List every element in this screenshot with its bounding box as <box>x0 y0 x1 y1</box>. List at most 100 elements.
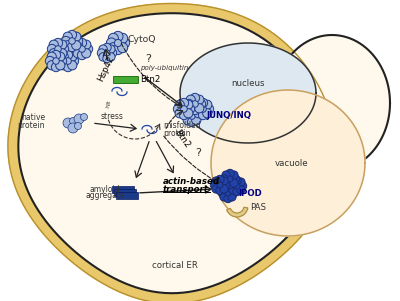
Circle shape <box>224 194 232 203</box>
Circle shape <box>230 179 238 187</box>
Circle shape <box>53 38 63 48</box>
Text: PAS: PAS <box>250 203 266 213</box>
Circle shape <box>194 109 203 118</box>
Circle shape <box>231 175 240 183</box>
Polygon shape <box>18 13 326 293</box>
Circle shape <box>59 61 68 70</box>
Circle shape <box>229 189 238 197</box>
Circle shape <box>220 177 228 185</box>
Circle shape <box>56 61 65 70</box>
Circle shape <box>229 186 237 194</box>
Circle shape <box>68 52 77 61</box>
Text: cortical ER: cortical ER <box>152 262 198 271</box>
Circle shape <box>63 32 72 41</box>
Text: ?: ? <box>145 54 151 64</box>
Text: protein: protein <box>163 129 190 138</box>
Circle shape <box>228 185 236 193</box>
Circle shape <box>238 182 247 190</box>
Polygon shape <box>274 35 390 171</box>
Circle shape <box>84 44 93 54</box>
Circle shape <box>63 50 73 60</box>
Circle shape <box>224 183 232 192</box>
Circle shape <box>51 50 61 60</box>
Circle shape <box>77 38 87 48</box>
Text: Btn2: Btn2 <box>172 128 192 150</box>
Text: actin-based: actin-based <box>163 176 220 185</box>
Circle shape <box>226 180 234 189</box>
Circle shape <box>220 193 228 201</box>
Circle shape <box>107 53 115 61</box>
Circle shape <box>222 179 230 187</box>
Circle shape <box>55 46 61 52</box>
Circle shape <box>74 123 82 129</box>
Circle shape <box>198 110 208 120</box>
Circle shape <box>216 186 224 195</box>
Circle shape <box>113 45 123 55</box>
Circle shape <box>220 185 228 193</box>
Text: IPOD: IPOD <box>238 188 262 197</box>
Circle shape <box>233 176 241 185</box>
Circle shape <box>194 111 203 121</box>
Circle shape <box>181 111 190 121</box>
Text: amyloid: amyloid <box>89 185 120 194</box>
Circle shape <box>106 38 116 48</box>
Circle shape <box>72 41 81 50</box>
Circle shape <box>227 182 236 190</box>
Bar <box>116 192 138 199</box>
Circle shape <box>227 176 233 182</box>
Circle shape <box>49 49 58 58</box>
Circle shape <box>67 30 77 39</box>
Circle shape <box>203 109 212 118</box>
Circle shape <box>71 44 80 54</box>
Text: Hsp42: Hsp42 <box>96 55 116 83</box>
Circle shape <box>195 104 204 113</box>
Text: ?: ? <box>195 148 201 158</box>
Circle shape <box>51 62 61 72</box>
Circle shape <box>187 117 197 127</box>
Circle shape <box>230 171 238 179</box>
Circle shape <box>61 36 70 46</box>
Circle shape <box>194 100 203 109</box>
Circle shape <box>47 61 56 70</box>
Circle shape <box>103 54 111 63</box>
Circle shape <box>58 40 67 49</box>
Polygon shape <box>8 4 336 301</box>
Circle shape <box>120 38 130 48</box>
Circle shape <box>108 49 117 57</box>
Circle shape <box>82 49 91 58</box>
Text: Btn2: Btn2 <box>140 75 160 83</box>
Circle shape <box>195 95 204 104</box>
Circle shape <box>190 105 200 115</box>
Circle shape <box>113 31 123 42</box>
Circle shape <box>226 169 234 178</box>
Circle shape <box>82 40 91 49</box>
Text: transport: transport <box>163 185 209 194</box>
Circle shape <box>118 43 128 53</box>
Circle shape <box>60 44 69 54</box>
Circle shape <box>47 44 56 54</box>
Circle shape <box>49 40 58 49</box>
Circle shape <box>192 116 201 125</box>
Circle shape <box>80 113 88 120</box>
Circle shape <box>114 39 122 47</box>
Circle shape <box>108 43 118 53</box>
Circle shape <box>74 36 83 46</box>
Circle shape <box>189 113 195 119</box>
Circle shape <box>186 95 195 104</box>
Polygon shape <box>211 90 365 236</box>
Circle shape <box>204 104 214 113</box>
Circle shape <box>183 116 192 125</box>
Circle shape <box>97 49 106 57</box>
Circle shape <box>108 33 118 43</box>
Circle shape <box>220 185 228 193</box>
Circle shape <box>175 100 184 109</box>
Circle shape <box>184 100 193 109</box>
Circle shape <box>186 104 195 113</box>
Text: native: native <box>21 113 45 123</box>
Circle shape <box>99 53 107 61</box>
Circle shape <box>198 98 208 107</box>
Bar <box>114 189 136 196</box>
Circle shape <box>67 42 77 52</box>
Text: aggregate: aggregate <box>85 191 125 200</box>
Circle shape <box>104 50 110 56</box>
